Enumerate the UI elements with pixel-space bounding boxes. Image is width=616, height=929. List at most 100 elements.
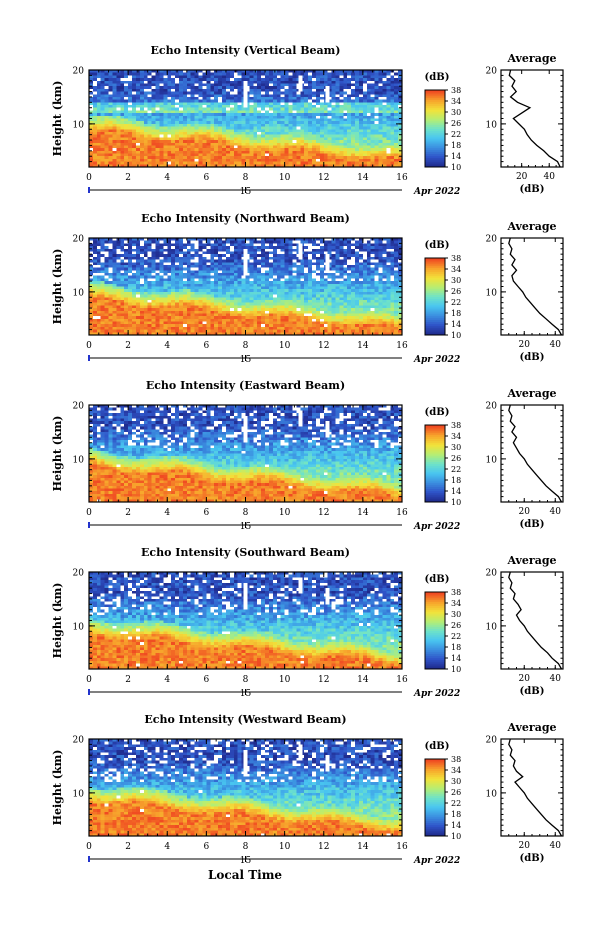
heatmap-cell: [92, 113, 98, 117]
heatmap-cell: [280, 96, 286, 101]
heatmap-cell: [214, 246, 219, 250]
heatmap-cell: [323, 102, 329, 106]
heatmap-cell: [374, 158, 379, 163]
heatmap-cell: [323, 283, 329, 287]
heatmap-cell: [194, 273, 199, 277]
heatmap-cell: [315, 94, 321, 98]
heatmap-cell: [386, 256, 391, 260]
heatmap-cell: [155, 145, 160, 149]
heatmap-cell: [108, 297, 113, 301]
heatmap-cell: [175, 102, 180, 106]
heatmap-cell: [382, 80, 387, 84]
heatmap-cell: [190, 275, 196, 279]
heatmap-cell: [261, 251, 266, 255]
heatmap-cell: [237, 94, 242, 98]
heatmap-cell: [308, 248, 313, 252]
heatmap-cell: [272, 123, 278, 127]
heatmap-cell: [128, 161, 133, 165]
heatmap-cell: [382, 150, 387, 154]
heatmap-cell: [308, 134, 313, 138]
heatmap-cell: [210, 88, 215, 92]
heatmap-cell: [323, 297, 329, 301]
heatmap-cell: [358, 254, 364, 258]
heatmap-cell: [222, 294, 227, 298]
heatmap-cell: [225, 294, 231, 298]
heatmap-cell: [128, 283, 133, 287]
heatmap-cell: [182, 262, 188, 266]
heatmap-cell: [296, 142, 301, 146]
heatmap-cell: [272, 142, 278, 146]
heatmap-cell: [182, 102, 188, 106]
heatmap-cell: [143, 121, 149, 125]
heatmap-cell: [132, 102, 137, 106]
heatmap-cell: [358, 156, 364, 160]
heatmap-cell: [194, 275, 199, 279]
heatmap-cell: [89, 248, 94, 252]
heatmap-cell: [296, 281, 301, 285]
heatmap-cell: [206, 254, 211, 258]
heatmap-cell: [194, 134, 199, 138]
heatmap-cell: [382, 70, 387, 74]
heatmap-cell: [249, 259, 254, 263]
heatmap-cell: [386, 291, 391, 295]
heatmap-cell: [202, 262, 207, 266]
heatmap-cell: [390, 107, 395, 111]
heatmap-cell: [222, 70, 227, 74]
heatmap-cell: [218, 294, 223, 298]
heatmap-cell: [374, 238, 379, 242]
heatmap-cell: [253, 137, 258, 141]
heatmap-cell: [355, 148, 360, 152]
heatmap-cell: [343, 246, 348, 250]
heatmap-cell: [175, 256, 180, 260]
heatmap-cell: [159, 75, 164, 79]
heatmap-cell: [253, 294, 258, 298]
heatmap-cell: [319, 251, 325, 255]
heatmap-cell: [222, 283, 227, 287]
heatmap-cell: [398, 137, 403, 141]
heatmap-cell: [339, 91, 344, 95]
panel-0: Echo Intensity (Vertical Beam)0 2 4 6 8 10 12 1…: [51, 44, 564, 197]
heatmap-cell: [178, 113, 184, 117]
heatmap-cell: [315, 102, 321, 106]
heatmap-cell: [143, 99, 149, 103]
heatmap-cell: [104, 238, 109, 242]
heatmap-cell: [261, 156, 266, 160]
colorbar-segment: [425, 140, 445, 143]
heatmap-cell: [394, 278, 399, 282]
heatmap-cell: [159, 140, 164, 144]
heatmap-cell: [214, 240, 219, 244]
heatmap-cell: [218, 248, 223, 252]
heatmap-cell: [139, 105, 145, 109]
heatmap-cell: [272, 126, 278, 130]
heatmap-cell: [233, 243, 239, 247]
heatmap-cell: [186, 131, 192, 136]
heatmap-cell: [386, 107, 391, 111]
heatmap-cell: [206, 78, 211, 82]
heatmap-cell: [92, 107, 98, 111]
heatmap-cell: [151, 145, 156, 149]
heatmap-cell: [343, 283, 348, 287]
heatmap-cell: [249, 289, 254, 293]
heatmap-cell: [257, 254, 262, 258]
heatmap-cell: [382, 88, 387, 92]
heatmap-cell: [135, 294, 141, 298]
colorbar-tick-label: 38: [451, 86, 461, 95]
heatmap-cell: [120, 126, 125, 130]
heatmap-cell: [182, 275, 188, 279]
heatmap-cell: [253, 286, 258, 290]
heatmap-cell: [319, 102, 325, 106]
heatmap-cell: [398, 105, 403, 109]
heatmap-cell: [323, 78, 329, 82]
heatmap-cell: [249, 251, 254, 255]
heatmap-cell: [370, 161, 376, 165]
heatmap-cell: [265, 148, 270, 152]
heatmap-cell: [167, 115, 172, 119]
heatmap-cell: [386, 118, 391, 122]
heatmap-cell: [257, 88, 262, 92]
heatmap-cell: [382, 161, 387, 165]
heatmap-cell: [304, 142, 309, 146]
heatmap-cell: [347, 91, 352, 95]
heatmap-cell: [362, 123, 368, 127]
heatmap-cell: [155, 243, 160, 247]
heatmap-cell: [253, 107, 258, 111]
